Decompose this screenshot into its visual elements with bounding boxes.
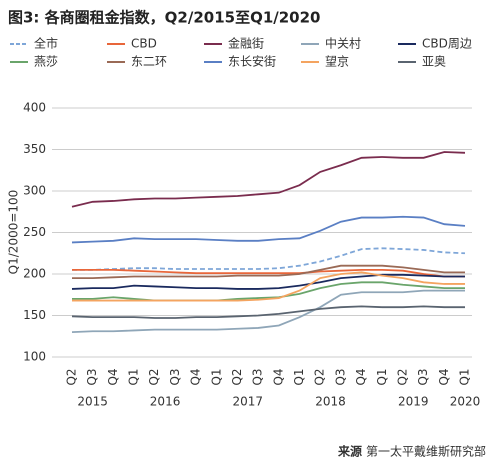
year-label: 2020 bbox=[450, 395, 481, 409]
x-tick-label: Q2 bbox=[65, 368, 79, 385]
x-tick-label: Q2 bbox=[395, 368, 409, 385]
legend-label: 望京 bbox=[325, 55, 349, 69]
legend-label: 燕莎 bbox=[34, 55, 58, 69]
source-label: 来源 bbox=[337, 444, 362, 459]
legend-label: 金融街 bbox=[228, 36, 264, 51]
year-label: 2018 bbox=[315, 395, 346, 409]
x-tick-label: Q1 bbox=[292, 368, 306, 385]
chart-title: 图3: 各商圈租金指数，Q2/2015至Q1/2020 bbox=[8, 9, 321, 27]
series-line bbox=[72, 264, 465, 280]
x-tick-label: Q3 bbox=[251, 368, 265, 385]
legend-label: 全市 bbox=[34, 36, 58, 51]
y-tick-label: 200 bbox=[23, 267, 46, 281]
x-tick-label: Q1 bbox=[458, 368, 472, 385]
y-tick-label: 400 bbox=[23, 101, 46, 115]
x-tick-label: Q4 bbox=[106, 368, 120, 385]
x-tick-label: Q4 bbox=[354, 368, 368, 385]
series-line bbox=[71, 273, 465, 290]
x-tick-label: Q4 bbox=[189, 368, 203, 385]
legend-label: 亚奥 bbox=[422, 55, 446, 69]
series-line bbox=[71, 151, 466, 208]
y-tick-label: 300 bbox=[23, 184, 46, 198]
x-tick-label: Q3 bbox=[333, 368, 347, 385]
y-axis-label: Q1/2000=100 bbox=[7, 190, 21, 275]
y-tick-label: 250 bbox=[23, 225, 46, 239]
source: 第一太平戴维斯研究部 bbox=[366, 444, 486, 459]
series-line bbox=[72, 271, 465, 302]
y-tick-label: 100 bbox=[23, 350, 46, 364]
legend-label: 东长安街 bbox=[228, 54, 276, 69]
x-tick-label: Q1 bbox=[127, 368, 141, 385]
legend-label: 中关村 bbox=[325, 36, 361, 51]
x-tick-label: Q1 bbox=[375, 368, 389, 385]
x-tick-label: Q4 bbox=[437, 368, 451, 385]
x-tick-label: Q2 bbox=[147, 368, 161, 385]
series-line bbox=[72, 281, 465, 302]
year-label: 2017 bbox=[233, 395, 264, 409]
year-label: 2016 bbox=[150, 395, 181, 409]
y-tick-label: 350 bbox=[23, 142, 46, 156]
series-line bbox=[72, 268, 465, 278]
y-tick-label: 150 bbox=[23, 308, 46, 322]
legend-label: CBD bbox=[131, 37, 157, 51]
x-tick-label: Q4 bbox=[271, 368, 285, 385]
year-label: 2015 bbox=[77, 395, 108, 409]
series-line bbox=[72, 247, 466, 271]
legend-label: CBD周边 bbox=[422, 37, 472, 51]
x-tick-label: Q2 bbox=[230, 368, 244, 385]
series-line bbox=[71, 289, 465, 333]
series-line bbox=[71, 215, 466, 244]
x-tick-label: Q2 bbox=[313, 368, 327, 385]
x-tick-label: Q3 bbox=[416, 368, 430, 385]
x-tick-label: Q1 bbox=[209, 368, 223, 385]
series-line bbox=[71, 305, 465, 319]
x-tick-label: Q3 bbox=[168, 368, 182, 385]
legend-label: 东二环 bbox=[131, 55, 167, 69]
x-tick-label: Q3 bbox=[85, 368, 99, 385]
year-label: 2019 bbox=[398, 395, 429, 409]
